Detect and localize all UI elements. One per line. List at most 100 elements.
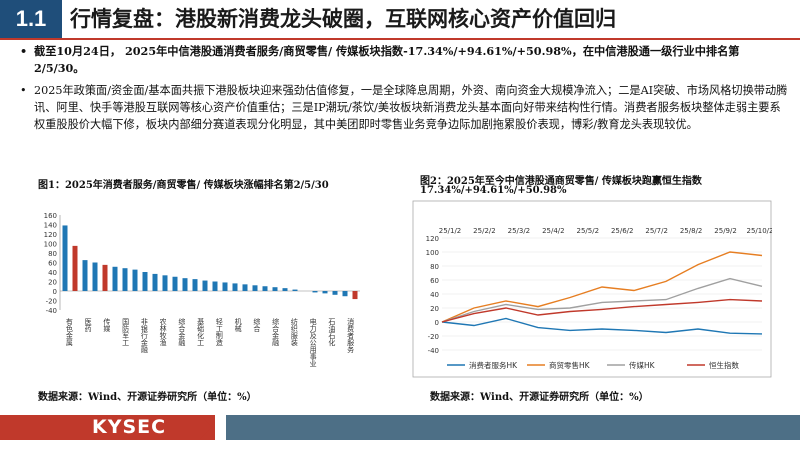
x-tick-label: 25/8/2: [680, 227, 703, 235]
x-tick-label: 机械: [234, 317, 242, 333]
chart1-title: 图1：2025年消费者服务/商贸零售/ 传媒板块涨幅排名第2/5/30: [38, 180, 329, 191]
x-tick-label: 基础化工: [197, 317, 205, 346]
y-tick-label: 140: [44, 222, 57, 230]
y-tick-label: 0: [435, 319, 439, 327]
x-tick-label: 25/1/2: [439, 227, 462, 235]
series-line: [441, 277, 763, 323]
legend-label: 商贸零售HK: [549, 360, 591, 370]
bar: [152, 273, 158, 291]
bar: [182, 278, 188, 291]
x-tick-label: 农林牧渔: [159, 317, 167, 347]
x-tick-label: 电力及公用事业: [309, 317, 317, 367]
x-tick-label: 医药: [84, 318, 92, 333]
x-tick-label: 纺织服装: [290, 317, 298, 347]
bullet-analysis: • 2025年政策面/资金面/基本面共振下港股板块迎来强劲估值修复，一是全球降息…: [20, 82, 790, 152]
bar: [222, 282, 228, 291]
bar: [202, 280, 208, 291]
bar: [212, 281, 218, 291]
bar: [232, 283, 238, 291]
x-tick-label: 25/7/2: [645, 227, 668, 235]
y-tick-label: 80: [48, 250, 57, 258]
x-tick-label: 轻工制造: [215, 317, 223, 347]
bullet-dot: •: [20, 84, 27, 97]
bar: [352, 291, 358, 300]
x-tick-label: 25/10/2: [747, 227, 773, 235]
bar: [342, 291, 348, 297]
y-tick-label: 40: [48, 269, 57, 277]
bullet-text: 截至10月24日， 2025年中信港股通消费者服务/商贸零售/ 传媒板块指数-1…: [34, 44, 740, 75]
x-tick-label: 25/9/2: [714, 227, 737, 235]
y-tick-label: 40: [430, 291, 439, 299]
bar: [292, 289, 298, 291]
x-tick-label: 25/4/2: [542, 227, 565, 235]
footer-chevron: [200, 415, 212, 439]
chart2-subtitle: 17.34%/+94.61%/+50.98%: [420, 185, 567, 196]
y-tick-label: -40: [428, 347, 439, 355]
x-tick-label: 国防军工: [122, 318, 130, 346]
bullet-dot: •: [20, 44, 28, 58]
kysec-logo: KYSEC: [92, 416, 167, 438]
bar: [282, 288, 288, 291]
bullet-summary: • 截至10月24日， 2025年中信港股通消费者服务/商贸零售/ 传媒板块指数…: [20, 43, 790, 77]
y-tick-label: 80: [430, 263, 439, 271]
chart2-title: 图2：2025年至今中信港股通商贸零售/ 传媒板块跑赢恒生指数: [420, 176, 702, 187]
y-tick-label: 20: [48, 279, 57, 287]
series-line: [441, 251, 763, 323]
legend-label: 恒生指数: [709, 360, 739, 370]
bar: [122, 268, 128, 291]
y-tick-label: 120: [44, 231, 57, 239]
x-tick-label: 25/2/2: [473, 227, 496, 235]
section-number: 1.1: [0, 0, 62, 38]
x-tick-label: 传媒: [103, 317, 111, 333]
footer-blue-bar: [226, 415, 800, 440]
bar: [162, 275, 168, 291]
x-tick-label: 25/3/2: [508, 227, 531, 235]
y-tick-label: 20: [430, 305, 439, 313]
bar: [132, 269, 138, 291]
bar: [332, 291, 338, 295]
bar: [102, 264, 108, 291]
bar: [62, 225, 68, 291]
y-tick-label: 100: [44, 241, 57, 249]
bar: [112, 266, 118, 291]
y-tick-label: 120: [426, 235, 439, 243]
series-line: [441, 317, 763, 335]
bar: [82, 260, 88, 291]
page-title: 行情复盘：港股新消费龙头破圈，互联网核心资产价值回归: [70, 7, 616, 31]
chart1-source: 数据来源：Wind、开源证券研究所（单位：%）: [38, 392, 257, 403]
y-tick-label: 0: [53, 288, 57, 296]
x-tick-label: 综合金融: [178, 317, 186, 347]
x-tick-label: 有色金属: [65, 317, 73, 347]
bar: [312, 291, 318, 293]
bar: [272, 287, 278, 291]
bar: [72, 245, 78, 291]
y-tick-label: 100: [426, 249, 439, 257]
legend-label: 传媒HK: [629, 360, 656, 370]
bar: [142, 272, 148, 291]
bar: [192, 279, 198, 291]
bar: [322, 291, 328, 294]
y-tick-label: 60: [430, 277, 439, 285]
bar: [92, 262, 98, 291]
bar: [172, 276, 178, 291]
x-tick-label: 消费者服务: [347, 317, 355, 354]
y-tick-label: -20: [46, 298, 57, 306]
bar: [252, 285, 258, 291]
series-line: [441, 298, 763, 323]
bar: [262, 286, 268, 291]
x-tick-label: 综合: [253, 317, 261, 333]
bullet-text: 2025年政策面/资金面/基本面共振下港股板块迎来强劲估值修复，一是全球降息周期…: [34, 84, 788, 131]
chart2-source: 数据来源：Wind、开源证券研究所（单位：%）: [430, 392, 649, 403]
x-tick-label: 非银行金融: [140, 317, 148, 354]
chart2-frame: [412, 200, 772, 378]
y-tick-label: -20: [428, 333, 439, 341]
x-tick-label: 25/5/2: [577, 227, 600, 235]
header-divider: [0, 38, 800, 40]
bar: [242, 284, 248, 291]
y-tick-label: 160: [44, 212, 57, 220]
footer-red-bar: [0, 415, 215, 440]
y-tick-label: -40: [46, 307, 57, 315]
x-tick-label: 石油石化: [328, 318, 336, 347]
